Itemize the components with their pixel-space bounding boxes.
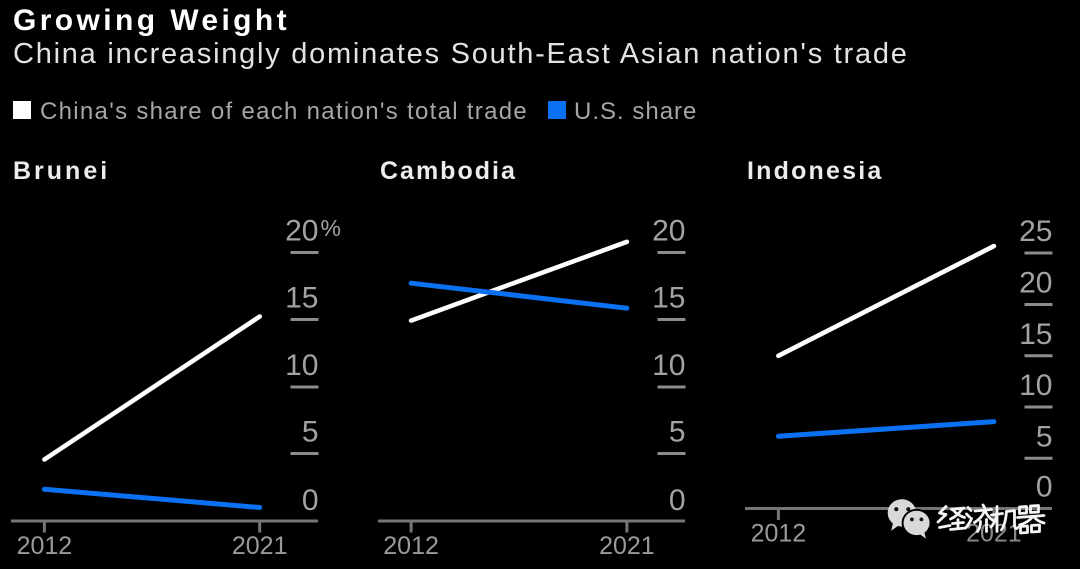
svg-text:10: 10 [1019,369,1052,402]
svg-text:2021: 2021 [599,532,655,560]
svg-text:15: 15 [652,282,685,315]
svg-text:5: 5 [1036,420,1053,453]
svg-text:U.S. share: U.S. share [574,98,697,125]
svg-text:20: 20 [652,215,685,248]
svg-text:15: 15 [1019,318,1052,351]
svg-text:2012: 2012 [751,520,807,548]
svg-text:20: 20 [1019,267,1052,300]
svg-text:5: 5 [669,416,686,449]
svg-text:20: 20 [285,215,318,248]
svg-text:10: 10 [285,349,318,382]
svg-text:0: 0 [669,484,686,517]
svg-text:Growing Weight: Growing Weight [13,4,290,37]
svg-text:Cambodia: Cambodia [380,157,517,185]
svg-text:China increasingly dominates S: China increasingly dominates South-East … [13,38,909,70]
svg-text:2021: 2021 [232,532,288,560]
svg-text:10: 10 [652,349,685,382]
svg-text:5: 5 [302,416,319,449]
svg-text:China's share of each nation's: China's share of each nation's total tra… [40,98,528,125]
svg-text:15: 15 [285,282,318,315]
svg-text:0: 0 [302,484,319,517]
svg-text:2012: 2012 [17,532,73,560]
svg-text:2012: 2012 [383,532,439,560]
svg-text:%: % [321,215,341,241]
svg-text:0: 0 [1036,471,1053,504]
svg-text:25: 25 [1019,215,1052,248]
svg-text:Indonesia: Indonesia [747,157,884,185]
svg-text:Brunei: Brunei [13,157,110,185]
